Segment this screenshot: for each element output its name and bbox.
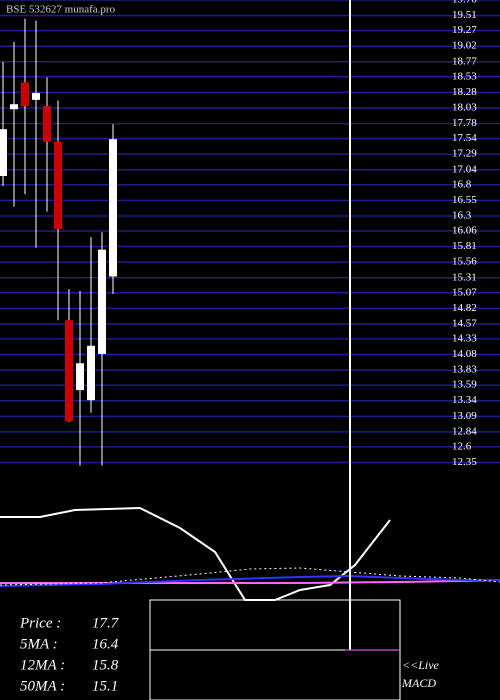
y-tick-label: 18.28 [452,86,477,98]
macd-line [0,579,500,584]
y-tick-label: 17.78 [452,117,477,129]
chart-title: BSE 532627 munafa.pro [6,4,116,16]
marks [0,18,500,601]
macd-line [0,574,500,587]
y-tick-label: 15.81 [452,240,477,252]
y-tick-label: 16.55 [452,194,477,206]
y-tick-label: 13.59 [452,379,477,391]
y-tick-label: 18.03 [452,102,477,114]
info-value: 15.1 [92,678,118,694]
live-label: <<Live [402,658,440,672]
candle-body [109,139,117,277]
macd-line [0,567,500,586]
candle-body [98,249,106,354]
y-tick-label: 19.76 [452,0,477,6]
candle-body [54,141,62,230]
candle-body [0,129,7,177]
y-tick-label: 17.54 [452,132,477,144]
y-tick-label: 13.34 [452,394,477,406]
macd-label: MACD [401,676,436,690]
y-tick-label: 14.08 [452,348,477,360]
info-value: 16.4 [92,636,119,652]
y-tick-label: 14.57 [452,317,477,329]
candle-body [43,106,51,142]
candle-body [32,93,40,100]
candle-body [87,345,95,401]
y-tick-label: 13.83 [452,364,477,376]
y-tick-label: 17.04 [452,163,477,175]
y-tick-label: 12.84 [452,425,477,437]
y-tick-label: 12.35 [452,456,477,468]
info-label: 5MA : [20,636,58,652]
info-value: 17.7 [92,615,120,631]
info-label: Price : [19,615,61,631]
y-tick-label: 19.02 [452,40,477,52]
y-tick-label: 16.3 [452,209,472,221]
candle-body [76,363,84,391]
y-tick-label: 19.51 [452,9,477,21]
y-tick-label: 15.56 [452,256,477,268]
info-label: 12MA : [20,657,65,673]
info-label: 50MA : [20,678,65,694]
y-tick-label: 18.53 [452,70,477,82]
y-tick-label: 14.82 [452,302,477,314]
y-tick-label: 12.6 [452,440,472,452]
grid [0,0,500,464]
y-tick-label: 16.8 [452,178,472,190]
candle-body [21,82,29,107]
y-tick-label: 19.27 [452,24,477,36]
y-tick-label: 14.33 [452,332,477,344]
y-tick-label: 18.77 [452,55,477,67]
y-tick-label: 17.29 [452,148,477,160]
macd-line [0,506,391,601]
candle-body [65,320,73,422]
y-tick-label: 16.06 [452,224,477,236]
info-value: 15.8 [92,657,119,673]
y-tick-label: 15.31 [452,271,477,283]
y-tick-label: 13.09 [452,410,477,422]
candle-body [10,104,18,110]
y-tick-label: 15.07 [452,286,477,298]
